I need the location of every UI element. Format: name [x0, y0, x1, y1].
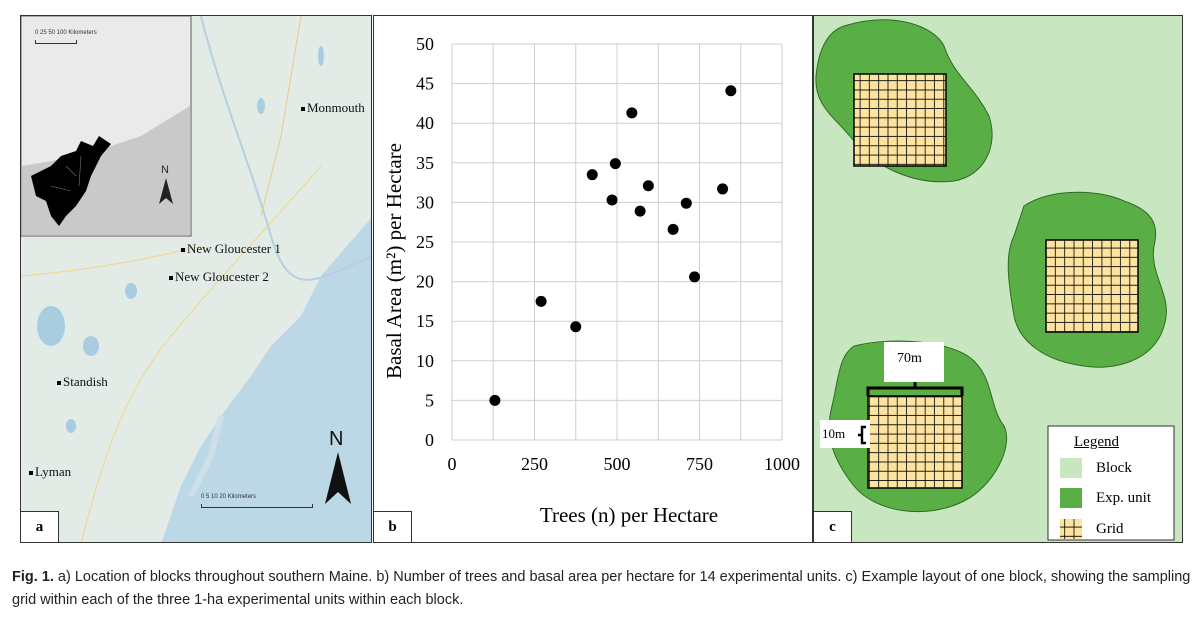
dim-70-bracket — [866, 382, 964, 396]
layout-panel: 70m 10m Legend Block Exp. unit Grid c — [813, 15, 1183, 543]
data-point — [570, 321, 582, 333]
y-tick-label: 25 — [416, 232, 434, 252]
panel-b-label: b — [374, 511, 412, 542]
inset-north-arrow-icon — [159, 178, 173, 204]
inset-scale-bar — [35, 40, 77, 44]
north-arrow-icon — [325, 452, 351, 504]
data-point — [586, 169, 598, 181]
x-tick-label: 250 — [521, 454, 548, 474]
panel-c-label: c — [814, 511, 852, 542]
legend-title: Legend — [1074, 434, 1119, 450]
data-point — [634, 205, 646, 217]
y-tick-label: 15 — [416, 311, 434, 331]
y-tick-label: 20 — [416, 272, 434, 292]
data-point — [535, 295, 547, 307]
data-point — [642, 180, 654, 192]
y-tick-label: 30 — [416, 192, 434, 212]
map-scale-bar — [201, 504, 313, 508]
x-tick-label: 500 — [604, 454, 631, 474]
legend-item-exp-unit: Exp. unit — [1096, 490, 1151, 506]
dim-10-bracket — [858, 425, 866, 445]
data-point — [626, 107, 638, 119]
y-tick-label: 40 — [416, 113, 434, 133]
data-point — [725, 85, 737, 97]
y-axis-label: Basal Area (m²) per Hectare — [382, 143, 406, 379]
map-background — [21, 16, 371, 542]
caption-label: Fig. 1. — [12, 569, 54, 585]
data-point — [667, 223, 679, 235]
dim-10-label: 10m — [822, 426, 846, 441]
y-tick-label: 50 — [416, 34, 434, 54]
map-panel: 0 25 50 100 Kilometers N Monmouth New Gl… — [20, 15, 372, 543]
data-point — [606, 194, 618, 206]
x-tick-label: 0 — [448, 454, 457, 474]
figure-caption: Fig. 1. a) Location of blocks throughout… — [12, 566, 1192, 612]
town-standish: Standish — [57, 374, 108, 390]
dim-70-label: 70m — [897, 351, 922, 366]
data-point — [680, 197, 692, 209]
scatter-panel: 0 5 10 15 20 25 30 35 40 45 50 0 250 500 750 1000 Basa… — [373, 15, 813, 543]
caption-text: a) Location of blocks throughout souther… — [12, 569, 1191, 608]
town-new-gloucester-1: New Gloucester 1 — [181, 241, 281, 257]
data-point — [717, 183, 729, 195]
y-tick-label: 0 — [425, 430, 434, 450]
grid-2 — [1045, 239, 1139, 333]
y-tick-label: 35 — [416, 153, 434, 173]
inset-scale-label: 0 25 50 100 Kilometers — [35, 30, 97, 36]
grid-1 — [853, 73, 947, 167]
map-scale-label: 0 5 10 20 Kilometers — [201, 494, 257, 500]
data-point — [489, 394, 501, 406]
scatter-chart: 0 5 10 15 20 25 30 35 40 45 50 0 250 500 750 1000 Basa… — [382, 34, 800, 527]
y-tick-label: 45 — [416, 74, 434, 94]
legend-item-block: Block — [1096, 460, 1132, 476]
data-point — [689, 271, 701, 283]
y-tick-label: 10 — [416, 351, 434, 371]
town-new-gloucester-2: New Gloucester 2 — [169, 269, 269, 285]
grid-3 — [867, 395, 963, 489]
town-monmouth: Monmouth — [301, 100, 365, 116]
inset-north-arrow-icon: N — [161, 164, 169, 176]
layout-diagram — [815, 19, 1175, 541]
town-lyman: Lyman — [29, 464, 71, 480]
legend-item-grid: Grid — [1096, 521, 1124, 537]
x-tick-label: 1000 — [764, 454, 800, 474]
y-tick-label: 5 — [425, 390, 434, 410]
x-tick-label: 750 — [686, 454, 713, 474]
x-axis-label: Trees (n) per Hectare — [540, 503, 718, 527]
data-point — [609, 158, 621, 170]
panel-a-label: a — [21, 511, 59, 542]
north-label: N — [329, 428, 344, 450]
